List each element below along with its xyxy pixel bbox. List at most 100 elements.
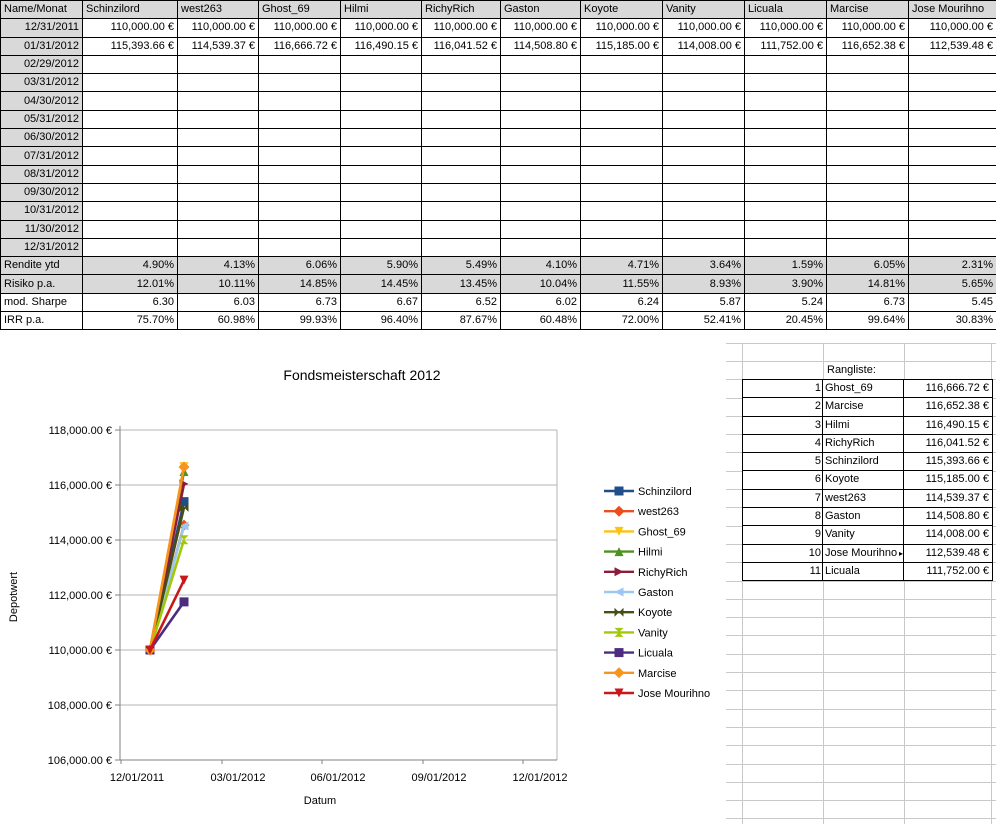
- value-cell[interactable]: [744, 219, 827, 239]
- value-cell[interactable]: [82, 201, 178, 221]
- value-cell[interactable]: [82, 73, 178, 93]
- value-cell[interactable]: [500, 54, 581, 75]
- stat-value-cell[interactable]: 5.49%: [421, 256, 501, 276]
- value-cell[interactable]: [908, 201, 996, 221]
- value-cell[interactable]: [177, 128, 259, 148]
- value-cell[interactable]: 110,000.00 €: [580, 18, 663, 38]
- value-cell[interactable]: [82, 182, 178, 203]
- value-cell[interactable]: 115,393.66 €: [82, 36, 178, 56]
- value-cell[interactable]: [500, 128, 581, 148]
- value-cell[interactable]: [258, 237, 341, 258]
- corner-header-cell[interactable]: Name/Monat: [0, 0, 83, 20]
- legend-entry-Licuala[interactable]: Licuala: [604, 648, 674, 660]
- value-cell[interactable]: [421, 91, 501, 111]
- value-cell[interactable]: [662, 164, 745, 184]
- value-cell[interactable]: [826, 182, 909, 203]
- value-cell[interactable]: [662, 237, 745, 258]
- depot-value-cell[interactable]: 111,752.00 €: [903, 562, 992, 581]
- value-cell[interactable]: [258, 54, 341, 75]
- value-cell[interactable]: 114,008.00 €: [662, 36, 745, 56]
- value-cell[interactable]: [258, 128, 341, 148]
- value-cell[interactable]: [662, 146, 745, 166]
- depot-value-cell[interactable]: 114,539.37 €: [903, 489, 992, 508]
- fund-header-cell[interactable]: Ghost_69: [258, 0, 341, 20]
- value-cell[interactable]: [258, 146, 341, 166]
- value-cell[interactable]: 110,000.00 €: [177, 18, 259, 38]
- fund-header-cell[interactable]: Hilmi: [340, 0, 422, 20]
- value-cell[interactable]: [421, 128, 501, 148]
- value-cell[interactable]: [340, 109, 422, 130]
- value-cell[interactable]: [908, 109, 996, 130]
- value-cell[interactable]: [177, 182, 259, 203]
- depot-value-cell[interactable]: 116,652.38 €: [903, 398, 992, 416]
- value-cell[interactable]: [82, 109, 178, 130]
- value-cell[interactable]: [662, 219, 745, 239]
- value-cell[interactable]: 112,539.48 €: [908, 36, 996, 56]
- stat-value-cell[interactable]: 6.73: [826, 292, 909, 313]
- stat-value-cell[interactable]: 4.90%: [82, 256, 178, 276]
- value-cell[interactable]: [421, 73, 501, 93]
- depot-value-cell[interactable]: 116,666.72 €: [903, 380, 992, 398]
- legend-entry-Koyote[interactable]: Koyote: [604, 607, 672, 619]
- rank-cell[interactable]: 2: [814, 400, 821, 413]
- value-cell[interactable]: [580, 182, 663, 203]
- legend-entry-Marcise[interactable]: Marcise: [604, 667, 677, 680]
- legend-entry-Schinzilord[interactable]: Schinzilord: [604, 486, 692, 498]
- stat-value-cell[interactable]: 6.30: [82, 292, 178, 313]
- value-cell[interactable]: [580, 164, 663, 184]
- value-cell[interactable]: [500, 164, 581, 184]
- value-cell[interactable]: [177, 73, 259, 93]
- value-cell[interactable]: [580, 54, 663, 75]
- value-cell[interactable]: [826, 146, 909, 166]
- value-cell[interactable]: [82, 219, 178, 239]
- stat-value-cell[interactable]: 14.81%: [826, 274, 909, 294]
- value-cell[interactable]: 115,185.00 €: [580, 36, 663, 56]
- stat-value-cell[interactable]: 3.64%: [662, 256, 745, 276]
- stat-value-cell[interactable]: 5.65%: [908, 274, 996, 294]
- stat-value-cell[interactable]: 1.59%: [744, 256, 827, 276]
- value-cell[interactable]: [500, 201, 581, 221]
- date-cell[interactable]: 03/31/2012: [0, 73, 83, 93]
- value-cell[interactable]: [744, 109, 827, 130]
- value-cell[interactable]: 114,508.80 €: [500, 36, 581, 56]
- date-cell[interactable]: 11/30/2012: [0, 219, 83, 239]
- value-cell[interactable]: [826, 201, 909, 221]
- value-cell[interactable]: [500, 182, 581, 203]
- legend-entry-Gaston[interactable]: Gaston: [604, 587, 673, 599]
- value-cell[interactable]: [258, 219, 341, 239]
- stat-value-cell[interactable]: 5.45: [908, 292, 996, 313]
- fund-header-cell[interactable]: west263: [177, 0, 259, 20]
- value-cell[interactable]: [421, 146, 501, 166]
- fund-name-cell[interactable]: Marcise: [822, 398, 903, 416]
- value-cell[interactable]: 110,000.00 €: [421, 18, 501, 38]
- stat-label-cell[interactable]: IRR p.a.: [0, 311, 83, 331]
- value-cell[interactable]: 116,041.52 €: [421, 36, 501, 56]
- value-cell[interactable]: [744, 73, 827, 93]
- legend-entry-RichyRich[interactable]: RichyRich: [604, 567, 688, 579]
- value-cell[interactable]: [826, 219, 909, 239]
- value-cell[interactable]: 116,666.72 €: [258, 36, 341, 56]
- legend-entry-Ghost_69[interactable]: Ghost_69: [604, 526, 686, 538]
- value-cell[interactable]: [744, 201, 827, 221]
- stat-value-cell[interactable]: 6.02: [500, 292, 581, 313]
- value-cell[interactable]: [908, 164, 996, 184]
- value-cell[interactable]: [826, 128, 909, 148]
- value-cell[interactable]: [177, 91, 259, 111]
- value-cell[interactable]: [908, 219, 996, 239]
- value-cell[interactable]: [82, 164, 178, 184]
- stat-value-cell[interactable]: 87.67%: [421, 311, 501, 331]
- value-cell[interactable]: [177, 201, 259, 221]
- stat-value-cell[interactable]: 96.40%: [340, 311, 422, 331]
- value-cell[interactable]: [908, 54, 996, 75]
- stat-value-cell[interactable]: 13.45%: [421, 274, 501, 294]
- value-cell[interactable]: [258, 201, 341, 221]
- date-cell[interactable]: 06/30/2012: [0, 128, 83, 148]
- stat-value-cell[interactable]: 60.48%: [500, 311, 581, 331]
- value-cell[interactable]: [744, 54, 827, 75]
- stat-value-cell[interactable]: 5.90%: [340, 256, 422, 276]
- stat-value-cell[interactable]: 99.93%: [258, 311, 341, 331]
- stat-value-cell[interactable]: 11.55%: [580, 274, 663, 294]
- date-cell[interactable]: 07/31/2012: [0, 146, 83, 166]
- fund-header-cell[interactable]: Jose Mourihno: [908, 0, 996, 20]
- stat-value-cell[interactable]: 10.11%: [177, 274, 259, 294]
